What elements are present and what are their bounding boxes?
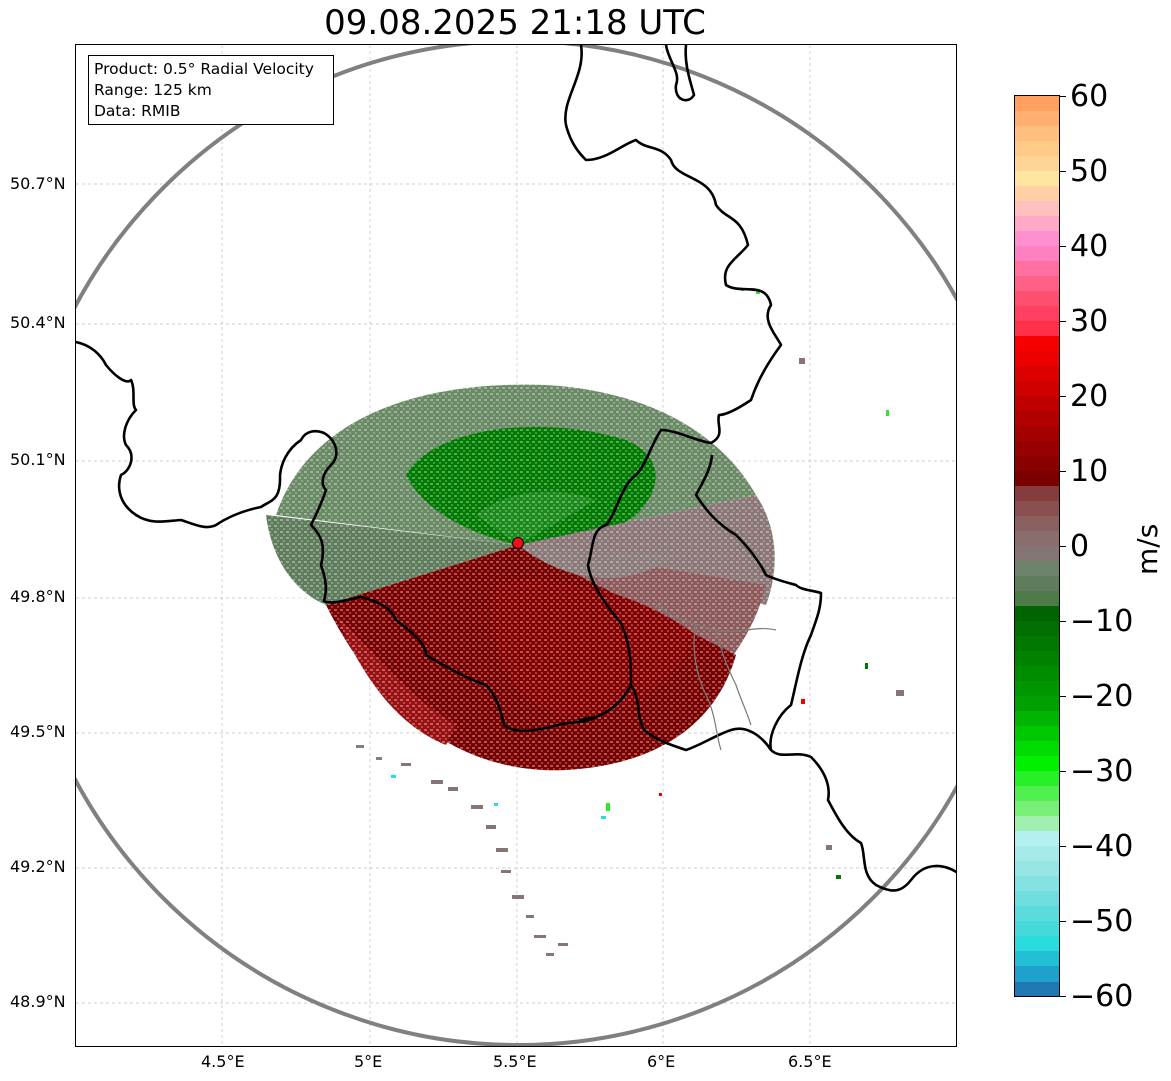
range-label: Range: 125 km (94, 81, 212, 99)
cb-tick-40: 40 (1070, 229, 1109, 264)
cb-tickmark (1060, 696, 1066, 697)
velocity-colorbar (1014, 95, 1060, 997)
range-ring (76, 45, 956, 1046)
lat-tick-49-2: 49.2°N (10, 857, 66, 876)
cb-tick-20: 20 (1070, 379, 1109, 414)
map-title: 09.08.2025 21:18 UTC (324, 3, 706, 43)
lat-tick-50-7: 50.7°N (10, 174, 66, 193)
cb-tick-minus-50: −50 (1070, 904, 1134, 939)
cb-tickmark (1060, 396, 1066, 397)
lat-tick-49-8: 49.8°N (10, 587, 66, 606)
cb-tickmark (1060, 96, 1066, 97)
lat-tick-49-5: 49.5°N (10, 722, 66, 741)
lon-tick-4-5: 4.5°E (201, 1052, 245, 1071)
regional-borders (655, 604, 777, 751)
cb-tickmark (1060, 846, 1066, 847)
cb-tickmark (1060, 921, 1066, 922)
cb-tick-minus-40: −40 (1070, 829, 1134, 864)
radar-echoes (248, 288, 904, 956)
colorbar-unit-label: m/s (1131, 523, 1164, 575)
cb-tickmark (1060, 621, 1066, 622)
data-source-label: Data: RMIB (94, 102, 181, 120)
cb-tickmark (1060, 321, 1066, 322)
cb-tick-minus-10: −10 (1070, 604, 1134, 639)
product-label: Product: 0.5° Radial Velocity (94, 60, 314, 78)
lon-tick-5-5: 5.5°E (493, 1052, 537, 1071)
cb-tickmark (1060, 171, 1066, 172)
cb-tick-30: 30 (1070, 304, 1109, 339)
cb-tick-10: 10 (1070, 454, 1109, 489)
lat-tick-50-1: 50.1°N (10, 450, 66, 469)
echo-speckle (356, 288, 904, 956)
cb-tick-50: 50 (1070, 154, 1109, 189)
cb-tickmark (1060, 546, 1066, 547)
cb-tick-minus-60: −60 (1070, 979, 1134, 1014)
cb-tick-minus-30: −30 (1070, 754, 1134, 789)
cb-tick-0: 0 (1070, 529, 1090, 564)
cb-tickmark (1060, 996, 1066, 997)
cb-tick-minus-20: −20 (1070, 679, 1134, 714)
cb-tickmark (1060, 771, 1066, 772)
cb-tickmark (1060, 246, 1066, 247)
radar-site-marker (512, 537, 524, 549)
product-info-box: Product: 0.5° Radial Velocity Range: 125… (88, 55, 334, 125)
national-borders (76, 45, 956, 892)
radar-map[interactable] (75, 44, 957, 1047)
lon-tick-6-5: 6.5°E (788, 1052, 832, 1071)
lon-tick-5: 5°E (354, 1052, 383, 1071)
cb-tick-60: 60 (1070, 79, 1109, 114)
lat-tick-48-9: 48.9°N (10, 992, 66, 1011)
lon-tick-6: 6°E (647, 1052, 676, 1071)
lat-tick-50-4: 50.4°N (10, 313, 66, 332)
radar-map-canvas (76, 45, 956, 1046)
cb-tickmark (1060, 471, 1066, 472)
